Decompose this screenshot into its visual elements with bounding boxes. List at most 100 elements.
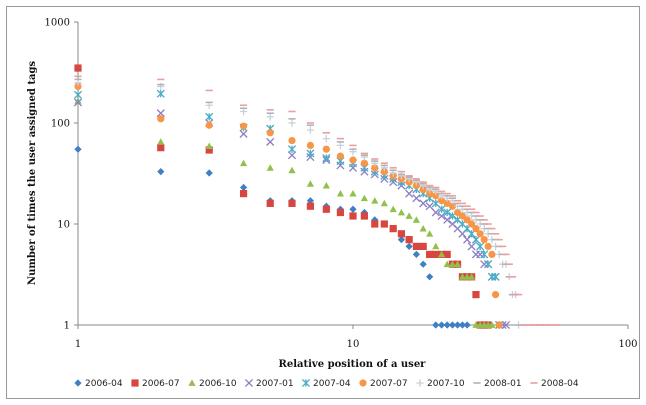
data-point (432, 321, 440, 329)
data-point (349, 156, 357, 164)
data-point (239, 122, 248, 130)
data-point (501, 320, 511, 330)
legend-label: 2007-10 (427, 379, 465, 389)
data-point (306, 197, 315, 205)
data-point (438, 250, 446, 258)
data-point (437, 205, 446, 214)
data-point (322, 135, 330, 143)
data-point (322, 153, 331, 163)
data-point (266, 137, 275, 146)
data-point (448, 260, 457, 268)
data-point (371, 220, 379, 228)
data-point (336, 208, 345, 217)
legend-item: 2008-04 (530, 379, 579, 389)
data-point (157, 138, 165, 145)
data-point (448, 202, 457, 210)
legend-item: 2006-10 (188, 379, 237, 389)
data-point (463, 273, 471, 280)
data-point (453, 260, 462, 268)
x-tick-label: 1 (75, 339, 81, 350)
data-point (432, 192, 440, 200)
data-point (405, 242, 413, 251)
legend-marker (188, 379, 196, 386)
data-point (443, 215, 452, 224)
data-point (306, 153, 315, 162)
data-point (426, 273, 434, 281)
data-point (412, 216, 420, 223)
data-point (476, 230, 484, 238)
data-point (371, 164, 379, 172)
data-point (239, 159, 248, 167)
data-point (432, 242, 440, 250)
data-point (491, 290, 500, 299)
data-point (397, 172, 406, 180)
data-point (419, 242, 427, 251)
legend-marker (131, 379, 139, 387)
data-point (412, 194, 421, 203)
legend-item: 2006-04 (74, 379, 123, 389)
data-point (480, 250, 489, 259)
data-point (157, 144, 165, 152)
data-point (74, 79, 82, 87)
data-point (156, 109, 165, 118)
data-point (380, 168, 388, 176)
data-point (468, 273, 476, 280)
data-point (74, 82, 82, 91)
legend-item: 2007-07 (359, 379, 408, 389)
data-point (322, 145, 330, 153)
data-point (349, 189, 357, 197)
data-point (74, 97, 82, 104)
data-point (476, 242, 485, 251)
data-point (360, 194, 368, 202)
data-point (458, 273, 467, 280)
data-point (336, 141, 345, 150)
data-point (425, 202, 434, 211)
data-point (288, 166, 296, 174)
data-point (397, 208, 406, 216)
data-point (266, 129, 274, 137)
data-point (484, 242, 492, 251)
data-point (419, 225, 427, 232)
data-point (443, 321, 451, 329)
data-point (239, 183, 248, 192)
data-point (419, 185, 427, 194)
chart-frame (6, 6, 640, 399)
data-point (336, 152, 345, 160)
legend-label: 2008-01 (484, 379, 522, 389)
data-point (287, 151, 297, 160)
data-point (266, 164, 274, 171)
data-point (484, 260, 493, 269)
data-point (443, 199, 451, 207)
data-point (443, 260, 451, 268)
data-point (426, 189, 434, 198)
data-point (488, 250, 496, 259)
data-point (480, 236, 488, 244)
data-point (74, 145, 82, 153)
data-point (491, 272, 500, 281)
data-point (156, 89, 165, 98)
data-point (371, 197, 379, 204)
data-point (463, 216, 471, 224)
data-point (438, 197, 446, 205)
data-point (426, 250, 434, 259)
data-point (412, 242, 420, 251)
data-point (432, 250, 440, 259)
data-point (73, 90, 83, 99)
data-point (288, 199, 296, 207)
tick-labels: 1 10 100 1 10 100 1000 (45, 18, 638, 351)
data-point (157, 168, 165, 176)
y-tick-label: 100 (51, 119, 70, 130)
legend-marker (416, 379, 424, 387)
data-point (472, 225, 480, 233)
legend-item: 2008-01 (473, 379, 522, 389)
data-point (463, 321, 471, 329)
data-point (463, 235, 472, 244)
data-point (322, 181, 330, 189)
y-tick-label: 1 (64, 321, 70, 332)
data-point (360, 167, 369, 176)
data-point (448, 321, 457, 329)
legend-label: 2006-07 (142, 379, 180, 389)
data-point (412, 250, 420, 259)
data-point (205, 112, 214, 121)
data-point (419, 199, 428, 208)
